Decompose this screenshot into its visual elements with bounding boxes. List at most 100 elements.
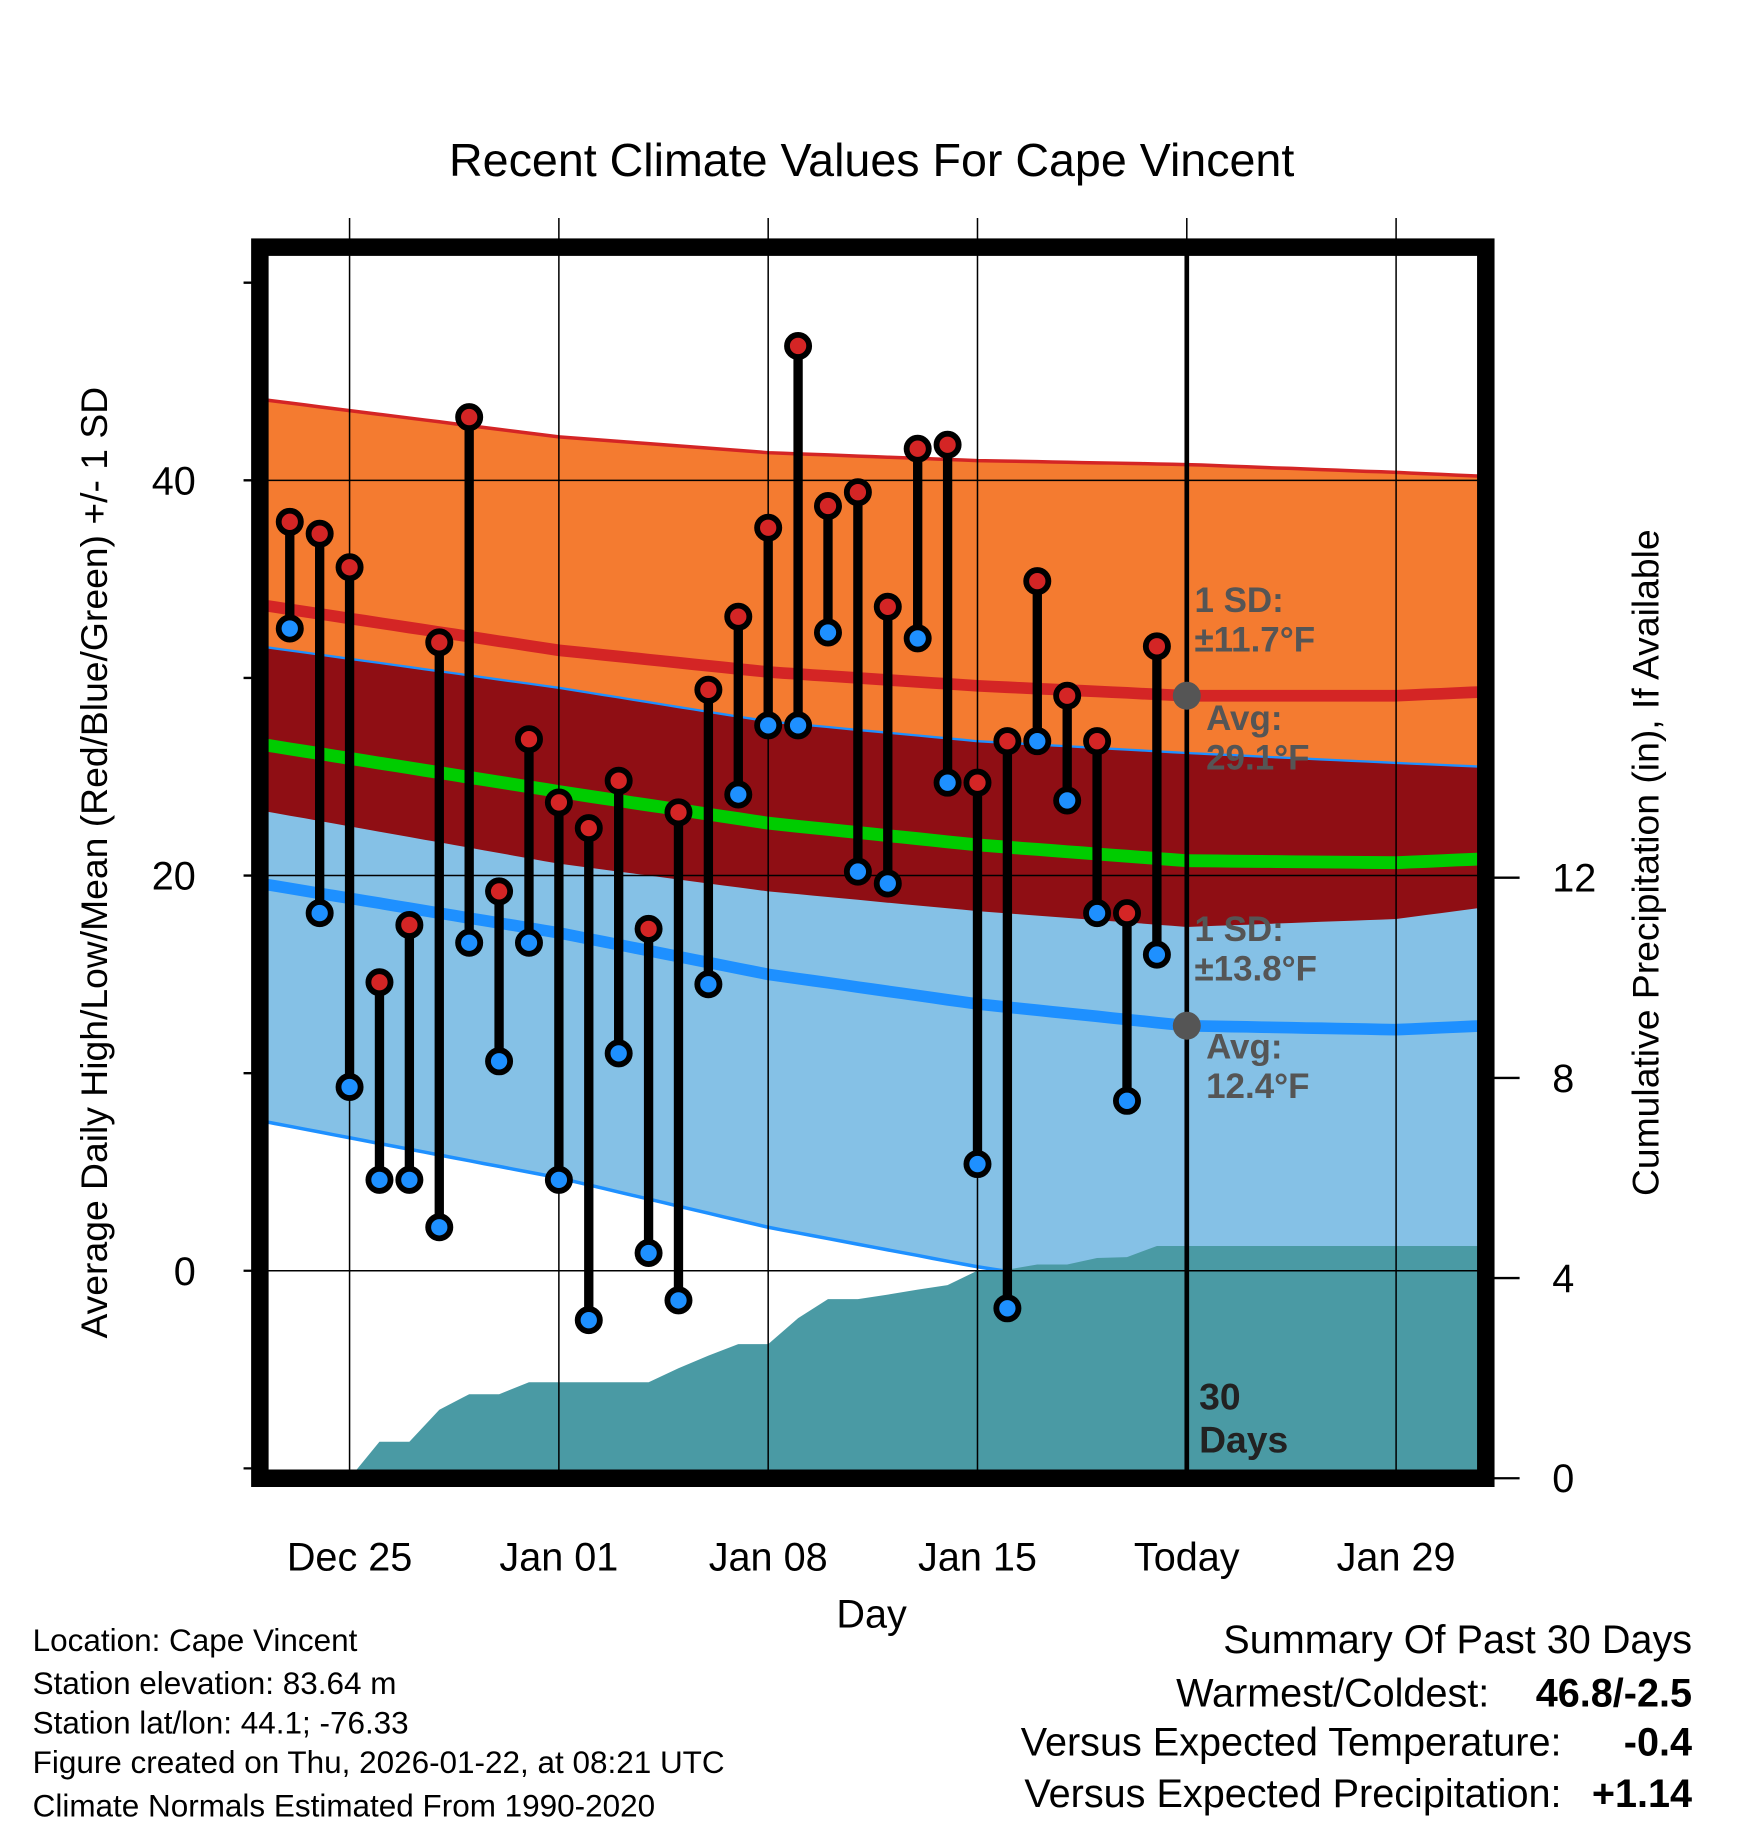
daily-low-point — [784, 711, 813, 740]
x-tick-label: Dec 25 — [287, 1535, 412, 1579]
summary-temp-value: -0.4 — [1624, 1721, 1692, 1765]
daily-low-point — [1053, 786, 1082, 815]
high-sd-annotation: 1 SD: — [1194, 581, 1283, 620]
low-mean-line — [259, 877, 1486, 1036]
window-annotation: 30 — [1199, 1375, 1240, 1417]
x-tick-label: Today — [1134, 1535, 1240, 1579]
daily-high-point — [634, 914, 663, 943]
low-sd-annotation: ±13.8°F — [1194, 949, 1317, 988]
summary-warmest-value: 46.8/-2.5 — [1536, 1672, 1692, 1716]
daily-high-point — [1023, 567, 1052, 596]
plot-frame — [251, 238, 1495, 1487]
daily-high-point — [843, 478, 872, 507]
low-avg-annotation: Avg: — [1206, 1028, 1282, 1067]
summary-temp-label: Versus Expected Temperature: — [1021, 1721, 1562, 1765]
daily-high-point — [305, 519, 334, 548]
daily-high-point — [1113, 899, 1141, 928]
y-axis-label: Average Daily High/Low/Mean (Red/Blue/Gr… — [73, 387, 115, 1339]
daily-low-point — [305, 899, 334, 928]
summary-precip-label: Versus Expected Precipitation: — [1024, 1772, 1561, 1816]
daily-low-point — [873, 869, 902, 898]
today-low-avg-marker — [1172, 1011, 1201, 1040]
footer-info: Location: Cape Vincent Station elevation… — [33, 1623, 725, 1824]
daily-high-point — [933, 430, 962, 459]
x-tick-label: Jan 15 — [918, 1535, 1037, 1579]
high-avg-annotation: Avg: — [1206, 699, 1282, 738]
summary-warmest-label: Warmest/Coldest: — [1176, 1672, 1489, 1716]
daily-high-point — [784, 331, 813, 360]
footer-created: Figure created on Thu, 2026-01-22, at 08… — [33, 1745, 725, 1780]
daily-high-point — [604, 766, 633, 795]
daily-high-point — [485, 877, 514, 906]
x-tick-label: Jan 29 — [1337, 1535, 1456, 1579]
daily-low-point — [634, 1238, 663, 1267]
y2-tick-label: 0 — [1552, 1457, 1574, 1501]
daily-low-point — [754, 711, 783, 740]
x-tick-label: Jan 08 — [709, 1535, 828, 1579]
daily-low-point — [1083, 899, 1112, 928]
y2-tick-label: 8 — [1552, 1057, 1574, 1101]
y-tick-label: 40 — [152, 459, 196, 503]
low-plus-sd-line — [259, 645, 1486, 769]
y-tick-label: 0 — [174, 1250, 196, 1294]
daily-low-point — [813, 618, 842, 647]
low-avg-annotation: 12.4°F — [1206, 1067, 1309, 1106]
daily-low-point — [1023, 727, 1052, 756]
precip-area — [259, 1246, 1486, 1479]
mean-line — [259, 737, 1486, 870]
y2-tick-label: 4 — [1552, 1257, 1574, 1301]
daily-low-point — [395, 1165, 424, 1194]
daily-high-point — [574, 814, 603, 843]
daily-low-point — [365, 1165, 394, 1194]
daily-high-point — [694, 675, 723, 704]
daily-high-point — [514, 725, 543, 754]
daily-high-point — [544, 788, 573, 817]
axes: Dec 25 Jan 01 Jan 08 Jan 15 Today Jan 2902040… — [152, 281, 1596, 1579]
daily-low-point — [694, 970, 723, 999]
summary-title: Summary Of Past 30 Days — [1223, 1618, 1692, 1662]
daily-high-point — [993, 727, 1022, 756]
footer-normals: Climate Normals Estimated From 1990-2020 — [33, 1788, 655, 1823]
daily-low-point — [425, 1213, 454, 1242]
daily-high-point — [813, 492, 842, 521]
y2-tick-label: 12 — [1552, 857, 1596, 901]
daily-high-point — [365, 968, 394, 997]
daily-low-point — [514, 928, 543, 957]
chart-title: Recent Climate Values For Cape Vincent — [449, 134, 1294, 186]
daily-low-point — [485, 1047, 514, 1076]
daily-high-point — [1053, 681, 1082, 710]
daily-high-point — [425, 628, 454, 657]
daily-low-point — [604, 1039, 633, 1068]
daily-low-point — [993, 1294, 1022, 1323]
low-sd-annotation: 1 SD: — [1194, 910, 1283, 949]
daily-high-point — [335, 553, 364, 582]
high-sd-annotation: ±11.7°F — [1194, 621, 1315, 660]
daily-low-point — [455, 928, 484, 957]
x-tick-label: Jan 01 — [499, 1535, 618, 1579]
footer-latlon: Station lat/lon: 44.1; -76.33 — [33, 1706, 409, 1741]
y2-axis-label: Cumulative Precipitation (in), If Availa… — [1624, 529, 1666, 1196]
daily-high-point — [963, 768, 992, 797]
daily-low-point — [1113, 1086, 1141, 1115]
daily-low-point — [963, 1150, 992, 1179]
daily-low-point — [275, 614, 304, 643]
daily-high-point — [754, 513, 783, 542]
daily-low-point — [903, 624, 932, 653]
daily-high-point — [724, 602, 753, 631]
daily-high-point — [873, 592, 902, 621]
daily-high-point — [395, 910, 424, 939]
footer-location: Location: Cape Vincent — [33, 1623, 358, 1658]
summary-precip-value: +1.14 — [1592, 1772, 1692, 1816]
daily-high-point — [275, 507, 304, 536]
daily-high-point — [664, 798, 693, 827]
daily-low-point — [335, 1073, 364, 1101]
x-axis-label: Day — [836, 1592, 907, 1636]
window-annotation: Days — [1199, 1419, 1288, 1461]
daily-high-point — [455, 403, 484, 432]
daily-low-point — [664, 1286, 693, 1315]
daily-low-point — [1142, 940, 1171, 969]
summary-box: Summary Of Past 30 Days Warmest/Coldest:… — [1021, 1618, 1692, 1816]
daily-high-point — [1083, 727, 1112, 756]
